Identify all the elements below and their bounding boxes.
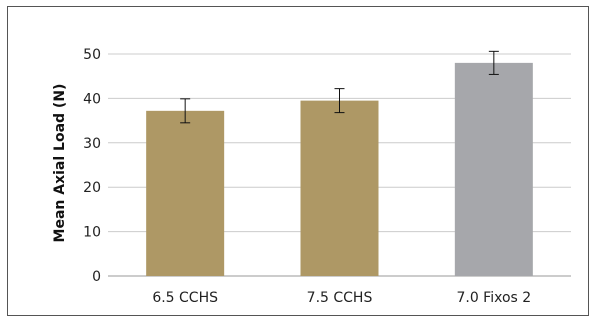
y-tick-label: 40 (83, 91, 101, 107)
x-category-label: 6.5 CCHS (152, 290, 218, 306)
error-bars (180, 50, 499, 124)
bar (454, 62, 533, 276)
y-axis-title: Mean Axial Load (N) (52, 84, 68, 243)
y-tick-label: 20 (83, 180, 101, 196)
x-category-labels: 6.5 CCHS 7.5 CCHS 7.0 Fixos 2 (152, 290, 531, 306)
bars (146, 62, 533, 277)
x-category-label: 7.0 Fixos 2 (456, 290, 531, 306)
y-tick-labels: 0 10 20 30 40 50 (83, 47, 101, 285)
x-category-label: 7.5 CCHS (307, 290, 373, 306)
y-tick-label: 10 (83, 225, 101, 241)
y-tick-label: 50 (83, 47, 101, 63)
bar (146, 110, 225, 276)
bar (300, 100, 379, 277)
y-tick-label: 0 (92, 269, 101, 285)
y-tick-label: 30 (83, 136, 101, 152)
